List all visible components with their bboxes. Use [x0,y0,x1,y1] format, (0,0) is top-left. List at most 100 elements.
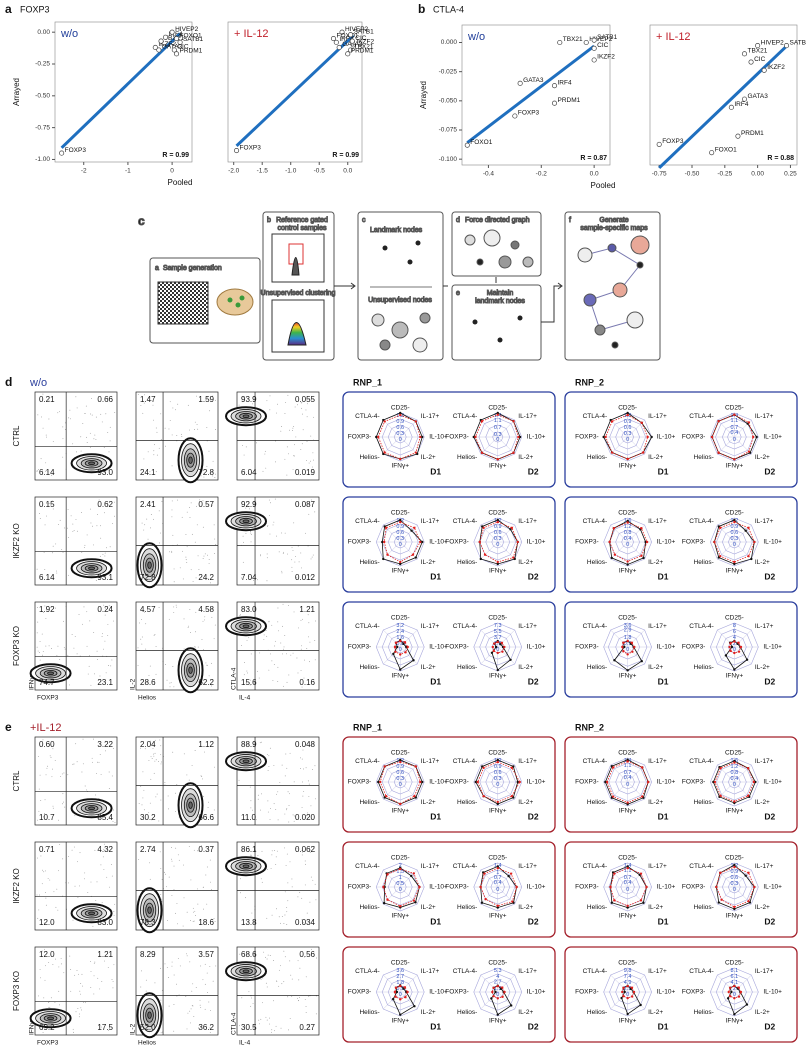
event-dot [239,614,241,616]
event-dot [151,501,153,503]
event-dot [110,606,112,608]
event-dot [296,577,298,579]
x-tick-label: 0.0 [590,171,599,178]
series-point [480,901,484,904]
donor-label: D1 [430,916,441,926]
event-dot [155,471,157,473]
event-dot [52,545,54,547]
event-dot [189,517,191,519]
event-dot [266,557,268,559]
event-dot [56,572,58,574]
condition-label: + IL-12 [234,28,269,40]
series-point [604,780,607,784]
event-dot [275,808,277,810]
point [551,100,558,106]
event-dot [176,544,178,546]
event-dot [294,406,296,408]
series-point [413,794,416,798]
event-dot [85,789,87,791]
ring [479,628,517,666]
event-dot [43,813,45,815]
event-dot [308,795,310,797]
ring-label: 0.7 [731,425,739,431]
event-dot [75,451,77,453]
event-dot [306,648,308,650]
event-dot [176,983,178,985]
radar-axis-label: CTLA-4- [689,623,714,630]
plot-frame [461,24,611,166]
series-point [510,794,514,798]
series-point [419,780,422,784]
series-point [626,984,629,988]
event-dot [277,607,279,609]
radar-axis-label: IFNγ+ [489,568,507,575]
series-point [733,640,736,643]
ring [615,634,640,660]
event-dot [249,508,251,510]
ring [473,757,523,807]
event-dot [301,758,303,760]
event-dot [265,467,267,469]
event-dot [185,559,187,561]
radar-axis-label: CTLA-4- [355,758,380,765]
event-dot [103,446,105,448]
event-dot [114,412,116,413]
density-contour [188,666,193,674]
ring-label: 1.2 [731,764,739,770]
event-dot [314,883,316,885]
event-dot [249,684,251,686]
x-tick-label: -1 [125,168,131,175]
event-dot [94,434,96,436]
ring [375,967,425,1017]
event-dot [173,611,175,613]
event-dot [212,819,214,821]
flow-x-label: Helios [138,1040,157,1047]
quadrant-percent: 24.2 [198,573,214,582]
event-dot [192,580,194,582]
x-tick-label: -0.50 [685,171,700,178]
radar-axis-label: IL-10+ [527,989,546,996]
event-dot [207,807,209,808]
event-dot [239,614,241,616]
event-dot [173,1004,175,1005]
quadrant-percent: 78.3 [140,918,156,927]
event-dot [171,551,173,553]
event-dot [148,812,150,814]
radar-axis-label: CD25- [391,405,410,412]
quadrant-percent: 0.57 [198,500,214,509]
series-point [650,435,653,439]
ring [473,967,523,1017]
event-dot [168,1005,170,1007]
point-label: FOXP3 [65,147,87,154]
group-title: RNP_2 [575,377,604,387]
radar-box [342,601,556,698]
event-dot [262,977,264,979]
event-dot [138,858,140,860]
event-dot [147,451,149,453]
quadrant-percent: 83.0 [241,605,257,614]
step-text: Unsupervised nodes [368,297,432,304]
series-point [377,435,380,439]
event-dot [69,955,71,957]
ring [603,757,652,807]
step-text: landmark nodes [475,298,525,305]
event-dot [145,623,147,625]
event-dot [246,670,248,672]
series-point [496,562,499,566]
quadrant-percent: 0.62 [97,500,113,509]
event-dot [248,991,250,993]
event-dot [40,458,42,460]
series-point [626,865,629,868]
event-dot [315,1013,317,1015]
event-dot [262,470,264,472]
event-dot [201,778,203,780]
event-dot [72,443,74,445]
event-dot [200,775,202,777]
density-shape [291,257,300,276]
flow-frame [236,736,320,826]
series-point [710,435,714,439]
event-dot [243,662,245,664]
event-dot [301,849,303,851]
event-dot [90,413,92,415]
event-dot [59,519,61,521]
